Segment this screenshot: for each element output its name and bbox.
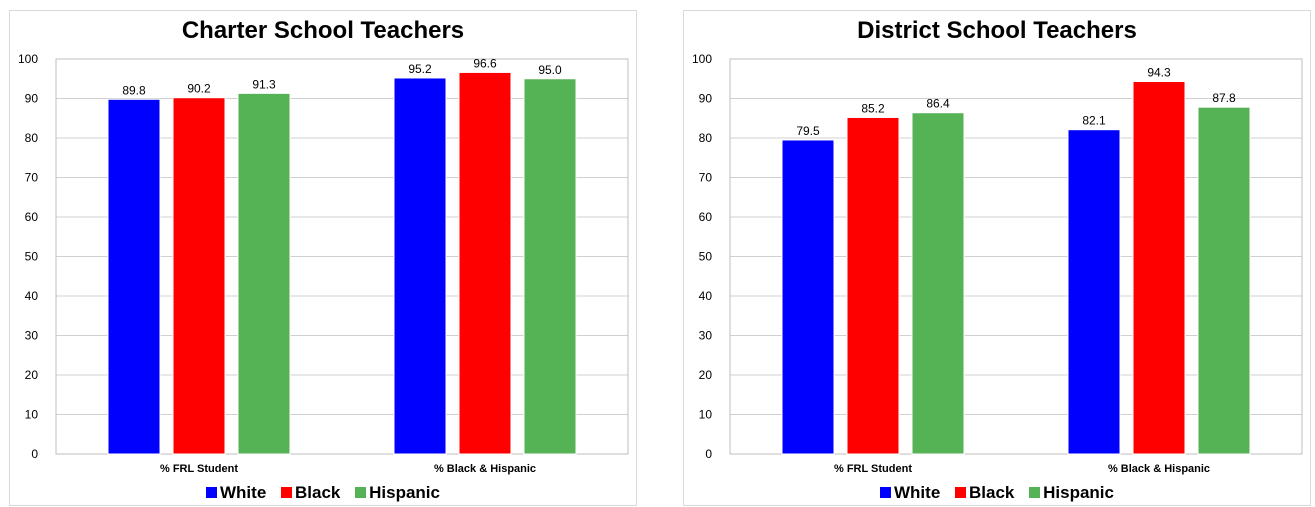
data-label: 96.6 <box>473 56 497 70</box>
y-tick-label: 90 <box>699 92 713 106</box>
data-label: 85.2 <box>861 101 885 115</box>
data-label: 79.5 <box>796 124 820 138</box>
y-tick-label: 20 <box>699 368 713 382</box>
bar-black <box>172 97 226 455</box>
y-tick-label: 100 <box>18 52 38 66</box>
y-tick-label: 10 <box>699 408 713 422</box>
data-label: 95.0 <box>538 63 562 77</box>
legend-item-black: Black <box>281 483 340 503</box>
legend-label: White <box>894 483 941 502</box>
bar-white <box>393 77 447 455</box>
bar-hispanic <box>1197 106 1251 455</box>
y-tick-label: 40 <box>25 289 39 303</box>
plot-area-border <box>729 58 1303 455</box>
y-tick-label: 80 <box>25 131 39 145</box>
data-label: 89.8 <box>122 83 146 97</box>
bar-black <box>458 71 512 455</box>
legend-item-black: Black <box>955 483 1014 503</box>
data-label: 95.2 <box>408 62 432 76</box>
y-tick-label: 30 <box>25 329 39 343</box>
bar-black <box>846 116 900 455</box>
bar-hispanic <box>523 78 577 455</box>
data-label: 91.3 <box>252 77 276 91</box>
data-label: 86.4 <box>926 97 950 111</box>
data-label: 94.3 <box>1147 66 1171 80</box>
bar-white <box>107 98 161 455</box>
y-tick-label: 0 <box>705 447 712 461</box>
y-tick-label: 10 <box>25 408 39 422</box>
y-tick-label: 0 <box>31 447 38 461</box>
bar-hispanic <box>911 112 965 455</box>
y-tick-label: 30 <box>699 329 713 343</box>
charter-chart-panel: Charter School Teachers 0 10 20 30 40 50 60 70 8… <box>9 10 637 506</box>
data-label: 82.1 <box>1082 114 1106 128</box>
district-bar-chart: 0 10 20 30 40 50 60 70 80 90 100 79.5 85.2 86.4 % FRL … <box>692 52 1303 475</box>
legend-label: White <box>220 483 267 502</box>
chart-legend: White Black Hispanic <box>10 483 636 503</box>
y-tick-label: 70 <box>25 171 39 185</box>
y-tick-label: 50 <box>25 250 39 264</box>
legend-swatch <box>1029 487 1041 498</box>
legend-label: Hispanic <box>1043 483 1114 502</box>
bar-white <box>1067 129 1121 455</box>
y-tick-label: 90 <box>25 92 39 106</box>
chart-legend: White Black Hispanic <box>684 483 1310 503</box>
data-label: 87.8 <box>1212 91 1236 105</box>
bar-white <box>781 139 835 455</box>
legend-item-white: White <box>206 483 266 503</box>
legend-label: Hispanic <box>369 483 440 502</box>
y-tick-label: 20 <box>25 368 39 382</box>
x-category-label: % Black & Hispanic <box>1108 463 1210 475</box>
data-label: 90.2 <box>187 82 211 96</box>
legend-label: Black <box>295 483 341 502</box>
x-category-label: % FRL Student <box>160 463 238 475</box>
legend-swatch <box>206 487 217 498</box>
legend-label: Black <box>969 483 1015 502</box>
legend-item-white: White <box>880 483 940 503</box>
bar-black <box>1132 81 1186 455</box>
chart-title: Charter School Teachers <box>181 17 465 44</box>
district-chart-panel: District School Teachers 0 10 20 30 40 50 60 70… <box>683 10 1311 506</box>
x-category-label: % Black & Hispanic <box>434 463 536 475</box>
y-tick-label: 40 <box>699 289 713 303</box>
legend-swatch <box>955 487 967 498</box>
y-tick-label: 80 <box>699 131 713 145</box>
legend-swatch <box>880 487 891 498</box>
legend-swatch <box>281 487 293 498</box>
y-tick-label: 60 <box>699 210 713 224</box>
legend-item-hispanic: Hispanic <box>1029 483 1114 503</box>
bar-hispanic <box>237 92 291 455</box>
y-tick-label: 50 <box>699 250 713 264</box>
chart-title: District School Teachers <box>857 17 1137 44</box>
legend-item-hispanic: Hispanic <box>355 483 440 503</box>
y-tick-label: 70 <box>699 171 713 185</box>
y-tick-label: 60 <box>25 210 39 224</box>
x-category-label: % FRL Student <box>834 463 912 475</box>
plot-area-border <box>55 58 629 455</box>
charter-bar-chart: 0 10 20 30 40 50 60 70 80 90 100 89.8 90.2 91.3 % FRL … <box>18 52 629 475</box>
y-tick-label: 100 <box>692 52 712 66</box>
legend-swatch <box>355 487 367 498</box>
